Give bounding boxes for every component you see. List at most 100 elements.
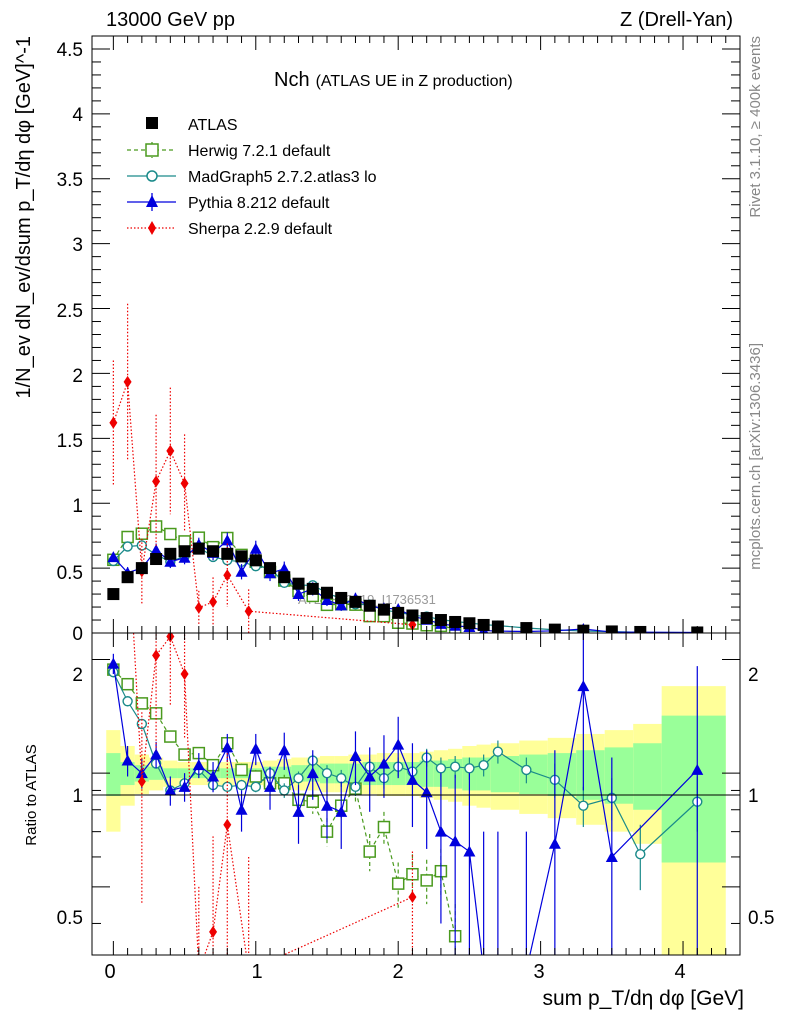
atlas-data-point (150, 553, 163, 566)
ratio-y-tick-label-right: 0.5 (748, 908, 774, 929)
pythia-main-point (249, 542, 262, 554)
atlas-data-point (349, 595, 362, 608)
pythia-ratio-point (306, 767, 319, 779)
main-panel-series (107, 303, 704, 633)
ratio-uncertainty-bands (106, 686, 726, 955)
pythia-ratio-point (335, 805, 348, 817)
pythia-ratio-point (278, 744, 291, 756)
atlas-data-point (264, 562, 277, 575)
sherpa-ratio-point (209, 925, 218, 938)
sherpa-main-point (223, 569, 232, 582)
sherpa-main-point (209, 595, 218, 608)
y-tick-label: 1.5 (57, 431, 83, 452)
atlas-data-point (135, 562, 148, 575)
pythia-main-point (150, 544, 163, 556)
atlas-data-point (107, 588, 120, 601)
atlas-data-point (164, 547, 177, 560)
atlas-data-point (121, 571, 134, 584)
pythia-main-point (292, 588, 305, 600)
stat-uncertainty-band (633, 743, 662, 810)
legend-entry-madgraph: MadGraph5 2.7.2.atlas3 lo (127, 169, 377, 186)
stat-uncertainty-band (277, 766, 292, 780)
pythia-ratio-point (292, 805, 305, 817)
sherpa-ratio-point (124, 520, 132, 532)
pythia-ratio-point (221, 741, 234, 753)
pythia-ratio-point (363, 770, 376, 782)
herwig-ratio-point (377, 820, 391, 834)
atlas-data-point (406, 609, 419, 622)
y-tick-label: 2 (72, 366, 83, 387)
legend-entry-pythia: Pythia 8.212 default (127, 193, 330, 212)
sherpa-main-point (123, 375, 132, 388)
atlas-data-point (221, 547, 234, 560)
ratio-y-axis-label: Ratio to ATLAS (23, 744, 40, 845)
madgraph-ratio-point (236, 779, 247, 791)
sherpa-main-point (194, 601, 203, 614)
pythia-ratio-point (434, 825, 447, 837)
plot-title-main: Nch (274, 69, 310, 91)
legend-marker-atlas (146, 117, 158, 129)
sherpa-ratio-point (109, 491, 117, 503)
madgraph-main-line (112, 544, 698, 633)
pythia-ratio-point (492, 965, 504, 976)
atlas-data-point (320, 586, 333, 599)
atlas-data-point (463, 617, 476, 630)
sherpa-ratio-point (195, 965, 203, 977)
pythia-main-point (107, 551, 120, 563)
herwig-ratio-line (112, 669, 456, 937)
stat-uncertainty-band (576, 750, 605, 800)
ratio-panel-frame (91, 632, 741, 956)
pythia-main-point (335, 599, 348, 611)
axis-ticks (92, 35, 740, 955)
sherpa-ratio-point (223, 818, 232, 831)
madgraph-ratio-point (293, 772, 304, 784)
pythia-ratio-point (691, 763, 704, 775)
pythia-ratio-point (449, 835, 462, 847)
madgraph-ratio-point (279, 785, 290, 796)
madgraph-ratio-point (435, 763, 447, 774)
pythia-ratio-point (520, 965, 532, 976)
herwig-ratio-point (249, 770, 263, 783)
pythia-main-point (164, 555, 177, 567)
atlas-data-point (363, 599, 376, 612)
y-tick-label: 4.5 (57, 40, 83, 61)
pythia-ratio-point (349, 750, 362, 762)
madgraph-ratio-point (478, 759, 489, 771)
legend-label: ATLAS (188, 117, 238, 134)
pythia-ratio-point (207, 770, 220, 782)
pythia-ratio-point (478, 965, 490, 976)
pythia-ratio-point (121, 754, 134, 766)
y-tick-label: 3 (72, 235, 83, 256)
herwig-ratio-point (164, 730, 177, 743)
pythia-ratio-point (406, 773, 419, 785)
herwig-ratio-point (149, 707, 163, 720)
ratio-y-tick-labels: 0.5 1 2 0.5 1 2 (57, 665, 775, 929)
legend: ATLAS Herwig 7.2.1 default MadGraph5 2.7… (127, 117, 377, 238)
sherpa-main-point (166, 444, 175, 457)
pythia-ratio-point (377, 757, 390, 769)
x-tick-label: 4 (674, 961, 685, 983)
ratio-panel-series (107, 491, 704, 977)
atlas-data-point (449, 615, 462, 628)
herwig-main-point (121, 530, 134, 544)
sherpa-main-point (244, 605, 253, 618)
sherpa-main-point (152, 475, 161, 488)
atlas-data-point (207, 545, 220, 558)
legend-marker-herwig (145, 143, 159, 157)
sherpa-main-point (109, 416, 118, 429)
pythia-ratio-point (249, 742, 262, 754)
pythia-ratio-point (320, 799, 333, 811)
pythia-main-point (278, 562, 291, 574)
pythia-ratio-point (164, 784, 177, 796)
herwig-ratio-point (235, 763, 248, 777)
pythia-ratio-point (463, 845, 476, 857)
atlas-data-point (306, 582, 319, 595)
legend-label: Herwig 7.2.1 default (188, 143, 331, 160)
atlas-data-point (434, 614, 447, 627)
legend-label: Sherpa 2.2.9 default (188, 221, 333, 238)
ratio-y-tick-label: 2 (72, 665, 83, 686)
stat-uncertainty-band (163, 768, 178, 779)
pythia-main-point (221, 534, 234, 546)
legend-label: MadGraph5 2.7.2.atlas3 lo (188, 169, 377, 186)
atlas-data-point (420, 612, 433, 625)
